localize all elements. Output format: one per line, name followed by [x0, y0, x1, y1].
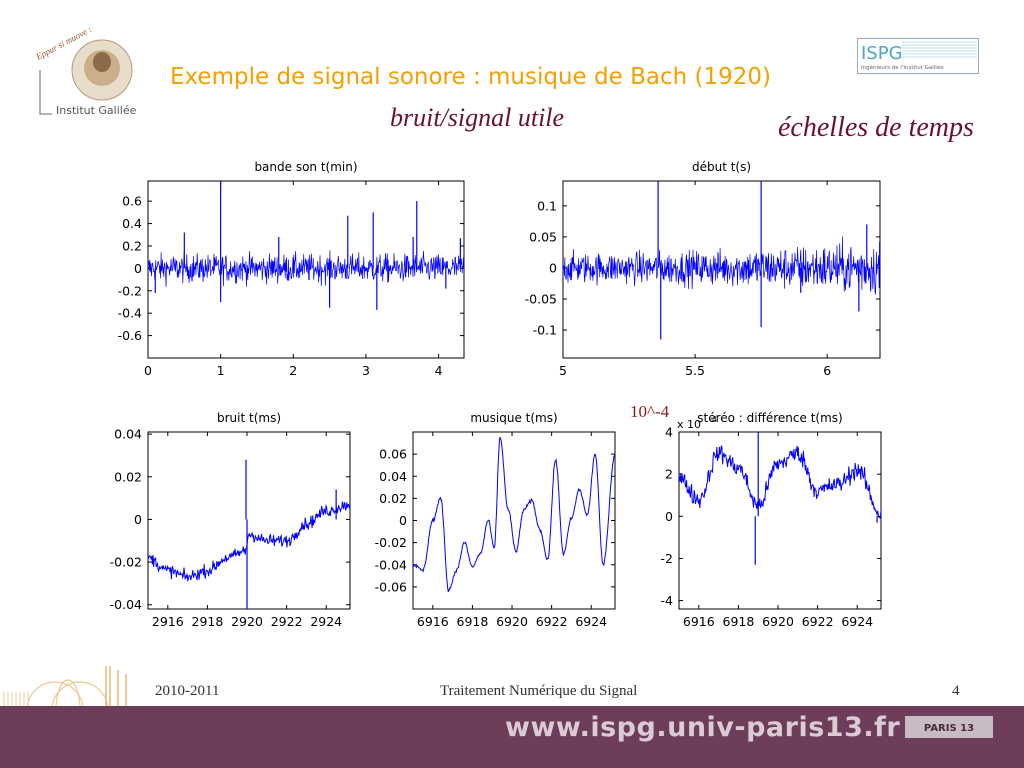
y-tick-label: -0.02 — [110, 555, 142, 570]
x-tick-label: 6918 — [457, 614, 489, 629]
y-tick-label: 0 — [549, 260, 557, 275]
y-tick-label: 0.02 — [114, 469, 142, 484]
footer-page-number: 4 — [952, 683, 960, 699]
annotation-scale: 10^-4 — [630, 402, 670, 421]
y-tick-label: 0.05 — [529, 229, 557, 244]
y-tick-label: -0.6 — [118, 328, 142, 343]
x-tick-label: 6922 — [802, 614, 834, 629]
signal-line — [412, 436, 616, 592]
y-multiplier-exponent: -4 — [709, 415, 717, 424]
x-tick-label: 6924 — [841, 614, 873, 629]
x-tick-label: 5 — [559, 363, 567, 378]
footer-course-name: Traitement Numérique du Signal — [440, 683, 638, 699]
x-tick-label: 2 — [289, 363, 297, 378]
university-paris13-logo: PARIS 13 — [905, 716, 993, 738]
x-tick-label: 1 — [217, 363, 225, 378]
y-tick-label: -0.1 — [533, 323, 557, 338]
y-tick-label: 0.4 — [122, 216, 142, 231]
y-tick-label: -0.06 — [375, 579, 407, 594]
chart-title: bande son t(min) — [254, 160, 357, 174]
y-tick-label: 2 — [665, 467, 673, 482]
signal-line — [147, 250, 465, 287]
y-tick-label: -0.2 — [118, 283, 142, 298]
y-tick-label: -2 — [661, 551, 673, 566]
x-tick-label: 6924 — [575, 614, 607, 629]
subtitle-time-scales: échelles de temps — [778, 112, 974, 143]
y-tick-label: 4 — [665, 425, 673, 440]
y-tick-label: 0.04 — [379, 469, 407, 484]
y-tick-label: 0.04 — [114, 427, 142, 442]
y-tick-label: -0.02 — [375, 535, 407, 550]
x-tick-label: 2920 — [231, 614, 263, 629]
ispg-subtitle: Ingénieurs de l'Institut Galilée — [861, 64, 944, 71]
chart-title: bruit t(ms) — [217, 411, 281, 425]
x-tick-label: 2918 — [192, 614, 224, 629]
subtitle-noise-signal: bruit/signal utile — [390, 103, 565, 132]
plot-frame — [678, 431, 882, 610]
y-tick-label: 0 — [134, 261, 142, 276]
y-tick-label: 0.2 — [122, 238, 142, 253]
y-multiplier-label: x 10 — [677, 418, 701, 431]
ispg-title: ISPG — [861, 43, 903, 64]
institut-galilee-logo: Eppur si muove ! Institut Galilée — [33, 28, 137, 117]
x-tick-label: 4 — [435, 363, 443, 378]
y-tick-label: 0 — [665, 509, 673, 524]
x-tick-label: 2924 — [310, 614, 342, 629]
y-tick-label: -0.04 — [110, 597, 142, 612]
y-tick-label: 0.02 — [379, 491, 407, 506]
y-tick-label: -0.4 — [118, 306, 142, 321]
plot-frame — [147, 431, 351, 610]
chart-title: stéréo : différence t(ms) — [697, 411, 842, 425]
x-tick-label: 6920 — [762, 614, 794, 629]
y-tick-label: 0.1 — [537, 198, 557, 213]
univ-logo-text: PARIS 13 — [924, 723, 974, 734]
footer-year: 2010-2011 — [155, 683, 220, 699]
x-tick-label: 6920 — [496, 614, 528, 629]
x-tick-label: 5.5 — [685, 363, 705, 378]
chart-title: musique t(ms) — [470, 411, 557, 425]
x-tick-label: 6916 — [417, 614, 449, 629]
footer-url[interactable]: www.ispg.univ-paris13.fr — [505, 712, 901, 743]
y-tick-label: 0 — [399, 513, 407, 528]
slide-title: Exemple de signal sonore : musique de Ba… — [170, 64, 771, 90]
y-tick-label: -4 — [661, 593, 674, 608]
signal-line — [562, 236, 881, 295]
y-tick-label: -0.04 — [375, 557, 407, 572]
ispg-logo: ISPG Ingénieurs de l'Institut Galilée — [857, 38, 979, 74]
x-tick-label: 6922 — [536, 614, 568, 629]
x-tick-label: 0 — [144, 363, 152, 378]
signal-line — [147, 501, 351, 583]
logo-institute-name: Institut Galilée — [56, 104, 137, 117]
y-tick-label: 0.6 — [122, 194, 142, 209]
footer-bar — [0, 706, 1024, 768]
y-tick-label: -0.05 — [525, 292, 557, 307]
x-tick-label: 6916 — [683, 614, 715, 629]
x-tick-label: 2922 — [271, 614, 303, 629]
chart-title: début t(s) — [692, 160, 751, 174]
x-tick-label: 2916 — [152, 614, 184, 629]
x-tick-label: 6 — [823, 363, 831, 378]
signal-line — [678, 445, 882, 520]
x-tick-label: 6918 — [723, 614, 755, 629]
x-tick-label: 3 — [362, 363, 370, 378]
y-tick-label: 0.06 — [379, 447, 407, 462]
y-tick-label: 0 — [134, 512, 142, 527]
